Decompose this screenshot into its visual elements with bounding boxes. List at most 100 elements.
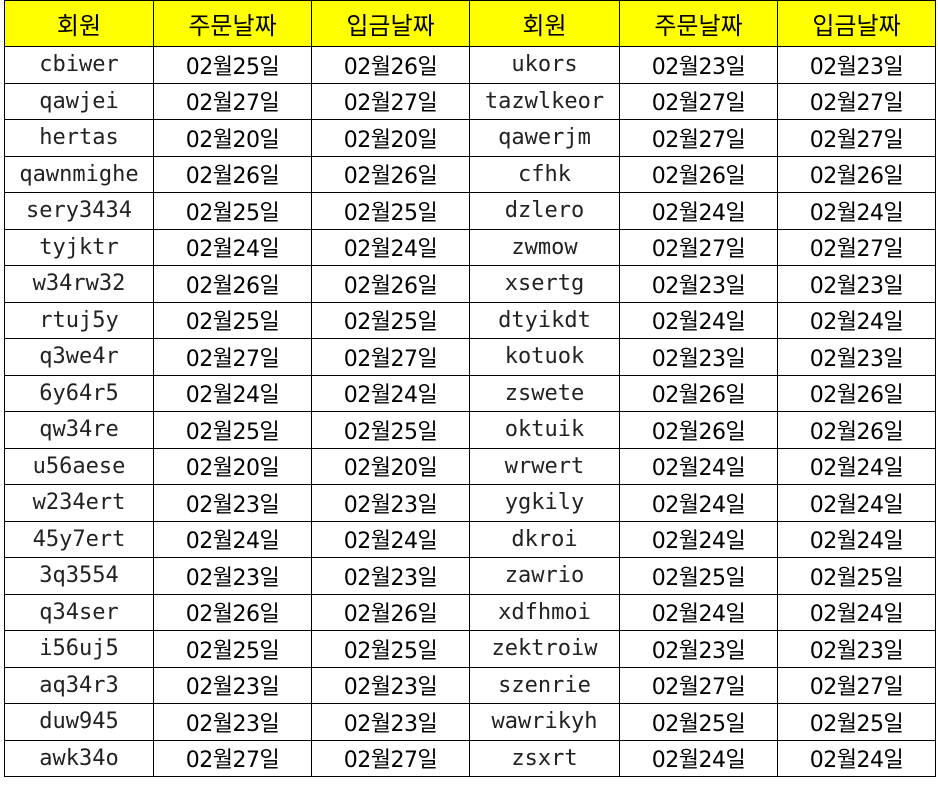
member-cell[interactable]: szenrie — [469, 666, 620, 704]
member-cell[interactable]: zwmow — [469, 228, 620, 266]
member-cell[interactable]: qawerjm — [469, 119, 620, 157]
header-member[interactable]: 회원 — [4, 0, 154, 47]
deposit-date-cell[interactable]: 02월25일 — [311, 411, 470, 449]
order-date-cell[interactable]: 02월23일 — [153, 666, 312, 704]
deposit-date-cell[interactable]: 02월24일 — [777, 520, 936, 558]
deposit-date-cell[interactable]: 02월27일 — [777, 666, 936, 704]
order-date-cell[interactable]: 02월25일 — [153, 46, 312, 84]
order-date-cell[interactable]: 02월24일 — [153, 374, 312, 412]
order-date-cell[interactable]: 02월27일 — [619, 82, 778, 120]
order-date-cell[interactable]: 02월27일 — [153, 82, 312, 120]
order-date-cell[interactable]: 02월25일 — [619, 703, 778, 741]
order-date-cell[interactable]: 02월23일 — [153, 557, 312, 595]
header-member[interactable]: 회원 — [469, 0, 620, 47]
member-cell[interactable]: qawnmighe — [4, 155, 154, 193]
member-cell[interactable]: sery3434 — [4, 192, 154, 230]
deposit-date-cell[interactable]: 02월20일 — [311, 447, 470, 485]
member-cell[interactable]: 6y64r5 — [4, 374, 154, 412]
order-date-cell[interactable]: 02월26일 — [619, 374, 778, 412]
order-date-cell[interactable]: 02월26일 — [619, 411, 778, 449]
deposit-date-cell[interactable]: 02월26일 — [311, 46, 470, 84]
order-date-cell[interactable]: 02월23일 — [619, 338, 778, 376]
deposit-date-cell[interactable]: 02월26일 — [777, 374, 936, 412]
order-date-cell[interactable]: 02월26일 — [153, 265, 312, 303]
order-date-cell[interactable]: 02월25일 — [619, 557, 778, 595]
member-cell[interactable]: 3q3554 — [4, 557, 154, 595]
deposit-date-cell[interactable]: 02월23일 — [311, 703, 470, 741]
deposit-date-cell[interactable]: 02월25일 — [777, 557, 936, 595]
deposit-date-cell[interactable]: 02월25일 — [311, 301, 470, 339]
member-cell[interactable]: q34ser — [4, 593, 154, 631]
order-date-cell[interactable]: 02월24일 — [153, 520, 312, 558]
order-date-cell[interactable]: 02월25일 — [153, 192, 312, 230]
deposit-date-cell[interactable]: 02월27일 — [777, 82, 936, 120]
order-date-cell[interactable]: 02월24일 — [619, 301, 778, 339]
member-cell[interactable]: rtuj5y — [4, 301, 154, 339]
order-date-cell[interactable]: 02월27일 — [619, 228, 778, 266]
member-cell[interactable]: qw34re — [4, 411, 154, 449]
member-cell[interactable]: awk34o — [4, 739, 154, 777]
deposit-date-cell[interactable]: 02월23일 — [777, 630, 936, 668]
deposit-date-cell[interactable]: 02월25일 — [777, 703, 936, 741]
member-cell[interactable]: hertas — [4, 119, 154, 157]
order-date-cell[interactable]: 02월24일 — [619, 739, 778, 777]
member-cell[interactable]: w234ert — [4, 484, 154, 522]
member-cell[interactable]: cfhk — [469, 155, 620, 193]
order-date-cell[interactable]: 02월27일 — [619, 119, 778, 157]
member-cell[interactable]: wrwert — [469, 447, 620, 485]
member-cell[interactable]: i56uj5 — [4, 630, 154, 668]
deposit-date-cell[interactable]: 02월24일 — [777, 593, 936, 631]
order-date-cell[interactable]: 02월24일 — [619, 484, 778, 522]
member-cell[interactable]: q3we4r — [4, 338, 154, 376]
order-date-cell[interactable]: 02월24일 — [619, 447, 778, 485]
deposit-date-cell[interactable]: 02월23일 — [311, 484, 470, 522]
member-cell[interactable]: dzlero — [469, 192, 620, 230]
deposit-date-cell[interactable]: 02월27일 — [311, 739, 470, 777]
order-date-cell[interactable]: 02월24일 — [619, 520, 778, 558]
member-cell[interactable]: zektroiw — [469, 630, 620, 668]
order-date-cell[interactable]: 02월20일 — [153, 119, 312, 157]
order-date-cell[interactable]: 02월23일 — [619, 630, 778, 668]
member-cell[interactable]: zawrio — [469, 557, 620, 595]
deposit-date-cell[interactable]: 02월24일 — [311, 374, 470, 412]
member-cell[interactable]: tyjktr — [4, 228, 154, 266]
order-date-cell[interactable]: 02월20일 — [153, 447, 312, 485]
deposit-date-cell[interactable]: 02월24일 — [777, 484, 936, 522]
order-date-cell[interactable]: 02월26일 — [153, 593, 312, 631]
member-cell[interactable]: kotuok — [469, 338, 620, 376]
deposit-date-cell[interactable]: 02월26일 — [311, 155, 470, 193]
order-date-cell[interactable]: 02월27일 — [619, 666, 778, 704]
order-date-cell[interactable]: 02월24일 — [619, 593, 778, 631]
deposit-date-cell[interactable]: 02월24일 — [777, 301, 936, 339]
deposit-date-cell[interactable]: 02월23일 — [777, 338, 936, 376]
member-cell[interactable]: xdfhmoi — [469, 593, 620, 631]
deposit-date-cell[interactable]: 02월27일 — [311, 338, 470, 376]
deposit-date-cell[interactable]: 02월27일 — [777, 119, 936, 157]
deposit-date-cell[interactable]: 02월25일 — [311, 630, 470, 668]
member-cell[interactable]: w34rw32 — [4, 265, 154, 303]
member-cell[interactable]: aq34r3 — [4, 666, 154, 704]
order-date-cell[interactable]: 02월25일 — [153, 630, 312, 668]
deposit-date-cell[interactable]: 02월26일 — [777, 155, 936, 193]
deposit-date-cell[interactable]: 02월27일 — [777, 228, 936, 266]
member-cell[interactable]: dtyikdt — [469, 301, 620, 339]
deposit-date-cell[interactable]: 02월23일 — [777, 46, 936, 84]
deposit-date-cell[interactable]: 02월23일 — [311, 666, 470, 704]
member-cell[interactable]: wawrikyh — [469, 703, 620, 741]
deposit-date-cell[interactable]: 02월26일 — [311, 593, 470, 631]
member-cell[interactable]: xsertg — [469, 265, 620, 303]
deposit-date-cell[interactable]: 02월20일 — [311, 119, 470, 157]
header-order-date[interactable]: 주문날짜 — [619, 0, 778, 47]
deposit-date-cell[interactable]: 02월24일 — [311, 520, 470, 558]
member-cell[interactable]: ukors — [469, 46, 620, 84]
order-date-cell[interactable]: 02월27일 — [153, 739, 312, 777]
order-date-cell[interactable]: 02월27일 — [153, 338, 312, 376]
member-cell[interactable]: duw945 — [4, 703, 154, 741]
order-date-cell[interactable]: 02월26일 — [619, 155, 778, 193]
member-cell[interactable]: zsxrt — [469, 739, 620, 777]
deposit-date-cell[interactable]: 02월23일 — [311, 557, 470, 595]
member-cell[interactable]: oktuik — [469, 411, 620, 449]
deposit-date-cell[interactable]: 02월25일 — [311, 192, 470, 230]
member-cell[interactable]: 45y7ert — [4, 520, 154, 558]
deposit-date-cell[interactable]: 02월23일 — [777, 265, 936, 303]
